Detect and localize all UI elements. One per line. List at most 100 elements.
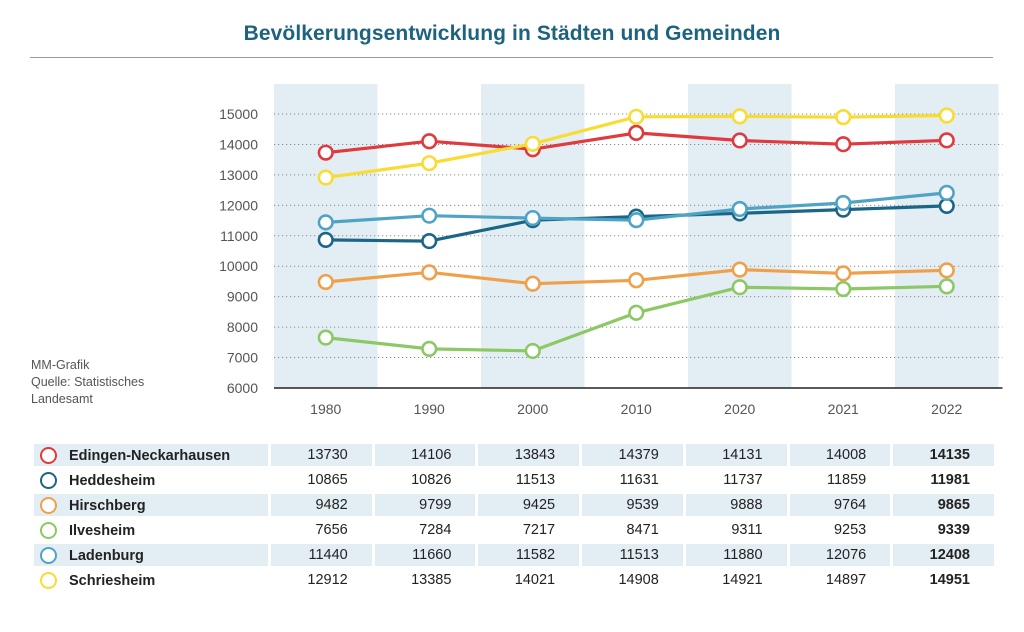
data-point bbox=[628, 124, 645, 142]
table-cell-value: 14021 bbox=[514, 572, 556, 588]
source-credits: MM-Grafik Quelle: Statistisches Landesam… bbox=[31, 357, 144, 408]
data-point bbox=[938, 132, 955, 149]
data-point bbox=[421, 155, 438, 172]
legend-marker-icon bbox=[40, 496, 57, 514]
x-tick-label: 2000 bbox=[517, 401, 548, 417]
data-point bbox=[317, 144, 334, 161]
legend-marker-icon bbox=[40, 471, 57, 489]
y-tick-label: 15000 bbox=[219, 106, 258, 122]
data-point bbox=[317, 329, 334, 346]
table-cell-municipality: Ladenburg bbox=[34, 544, 268, 566]
data-point bbox=[628, 272, 645, 289]
table-cell-value: 12076 bbox=[789, 544, 891, 566]
table-cell-value: 11513 bbox=[582, 544, 683, 566]
y-tick-label: 8000 bbox=[227, 319, 258, 335]
municipality-name: Schriesheim bbox=[69, 572, 156, 589]
data-point bbox=[835, 265, 852, 282]
table-cell-municipality: Edingen-Neckarhausen bbox=[34, 444, 268, 466]
data-point bbox=[628, 304, 645, 321]
table-cell-value: 9482 bbox=[271, 494, 372, 516]
table-cell-municipality: Heddesheim bbox=[34, 469, 268, 491]
y-tick-label: 13000 bbox=[219, 167, 258, 183]
table-cell-value: 9764 bbox=[789, 494, 891, 516]
x-tick-label: 2010 bbox=[621, 401, 652, 417]
table-cell-value: 7656 bbox=[315, 522, 348, 538]
data-point bbox=[421, 340, 438, 358]
data-point bbox=[835, 280, 852, 298]
municipality-name: Heddesheim bbox=[69, 472, 156, 489]
table-cell-value: 14379 bbox=[582, 444, 683, 466]
table-cell-value: 14008 bbox=[789, 444, 891, 466]
data-point bbox=[524, 275, 541, 292]
table-cell-municipality: Hirschberg bbox=[34, 494, 268, 516]
table-row: Edingen-Neckarhausen 13730 14106 13843 14379… bbox=[34, 444, 994, 466]
table-cell-value: 9888 bbox=[685, 494, 787, 516]
table-cell-value: 11737 bbox=[723, 472, 763, 488]
population-data-table: Edingen-Neckarhausen 13730 14106 13843 14379… bbox=[31, 441, 997, 594]
data-point bbox=[938, 278, 955, 295]
data-point bbox=[317, 214, 334, 231]
data-point bbox=[524, 135, 541, 152]
table-cell-value: 10865 bbox=[307, 472, 348, 488]
table-cell-value: 9339 bbox=[937, 522, 970, 538]
x-tick-label: 2022 bbox=[931, 401, 962, 417]
credit-line-graphic: MM-Grafik bbox=[31, 358, 90, 372]
data-point bbox=[938, 184, 955, 202]
x-tick-label: 2020 bbox=[724, 401, 755, 417]
municipality-name: Ladenburg bbox=[69, 547, 144, 564]
table-cell-municipality: Schriesheim bbox=[34, 569, 268, 591]
table-cell-value: 9865 bbox=[893, 494, 994, 516]
table-cell-value: 9425 bbox=[478, 494, 580, 516]
table-row: Hirschberg 9482 9799 9425 9539 9888 9764 9865 bbox=[34, 494, 994, 516]
data-point bbox=[938, 262, 955, 279]
data-point bbox=[731, 261, 748, 278]
x-tick-label: 1990 bbox=[414, 401, 445, 417]
data-point bbox=[421, 207, 438, 224]
data-point bbox=[421, 264, 438, 281]
data-point bbox=[835, 109, 852, 126]
table-cell-value: 9253 bbox=[833, 522, 867, 538]
data-point bbox=[731, 200, 748, 218]
legend-marker-icon bbox=[40, 521, 57, 539]
table-cell-value: 14908 bbox=[618, 572, 659, 588]
data-point bbox=[628, 212, 645, 229]
y-tick-label: 12000 bbox=[219, 197, 258, 213]
table-cell-municipality: Ilvesheim bbox=[34, 519, 268, 541]
credit-line-source: Quelle: Statistisches bbox=[31, 375, 145, 389]
table-cell-value: 14897 bbox=[825, 572, 867, 588]
table-cell-value: 11660 bbox=[374, 544, 476, 566]
table-cell-value: 14921 bbox=[722, 572, 763, 588]
table-cell-value: 9539 bbox=[582, 494, 683, 516]
data-point bbox=[524, 209, 541, 227]
municipality-name: Ilvesheim bbox=[69, 522, 136, 539]
y-tick-label: 7000 bbox=[227, 350, 258, 366]
table-cell-value: 12408 bbox=[893, 544, 994, 566]
table-row: Schriesheim 12912 13385 14021 14908 14921 1489… bbox=[34, 569, 994, 591]
table-cell-value: 11631 bbox=[619, 472, 659, 488]
table-cell-value: 12912 bbox=[307, 572, 348, 588]
y-tick-label: 10000 bbox=[219, 258, 258, 274]
data-point bbox=[421, 232, 438, 250]
population-line-chart: 15000 14000 13000 12000 11000 10000 9000 8000 70… bbox=[219, 84, 1003, 417]
table-cell-value: 13730 bbox=[271, 444, 372, 466]
table-cell-value: 7284 bbox=[419, 522, 452, 538]
table-cell-value: 11880 bbox=[685, 544, 787, 566]
title-divider bbox=[30, 57, 993, 58]
y-tick-label: 6000 bbox=[227, 380, 258, 396]
table-row: Ilvesheim 7656 7284 7217 8471 9311 9253 9339 bbox=[34, 519, 994, 541]
table-cell-value: 9311 bbox=[731, 522, 763, 538]
municipality-name: Hirschberg bbox=[69, 497, 146, 514]
data-point bbox=[938, 107, 955, 124]
table-cell-value: 7217 bbox=[522, 522, 556, 538]
x-tick-label: 2021 bbox=[828, 401, 859, 417]
column-band bbox=[481, 84, 585, 388]
table-cell-value: 13385 bbox=[411, 572, 452, 588]
data-point bbox=[317, 169, 334, 186]
table-cell-value: 9799 bbox=[374, 494, 476, 516]
table-cell-value: 14106 bbox=[374, 444, 476, 466]
data-point bbox=[317, 273, 334, 291]
data-point bbox=[628, 108, 645, 125]
table-cell-value: 14131 bbox=[685, 444, 787, 466]
chart-title: Bevölkerungsentwicklung in Städten und G… bbox=[243, 22, 781, 45]
table-row: Ladenburg 11440 11660 11582 11513 11880 12076 1… bbox=[34, 544, 994, 566]
